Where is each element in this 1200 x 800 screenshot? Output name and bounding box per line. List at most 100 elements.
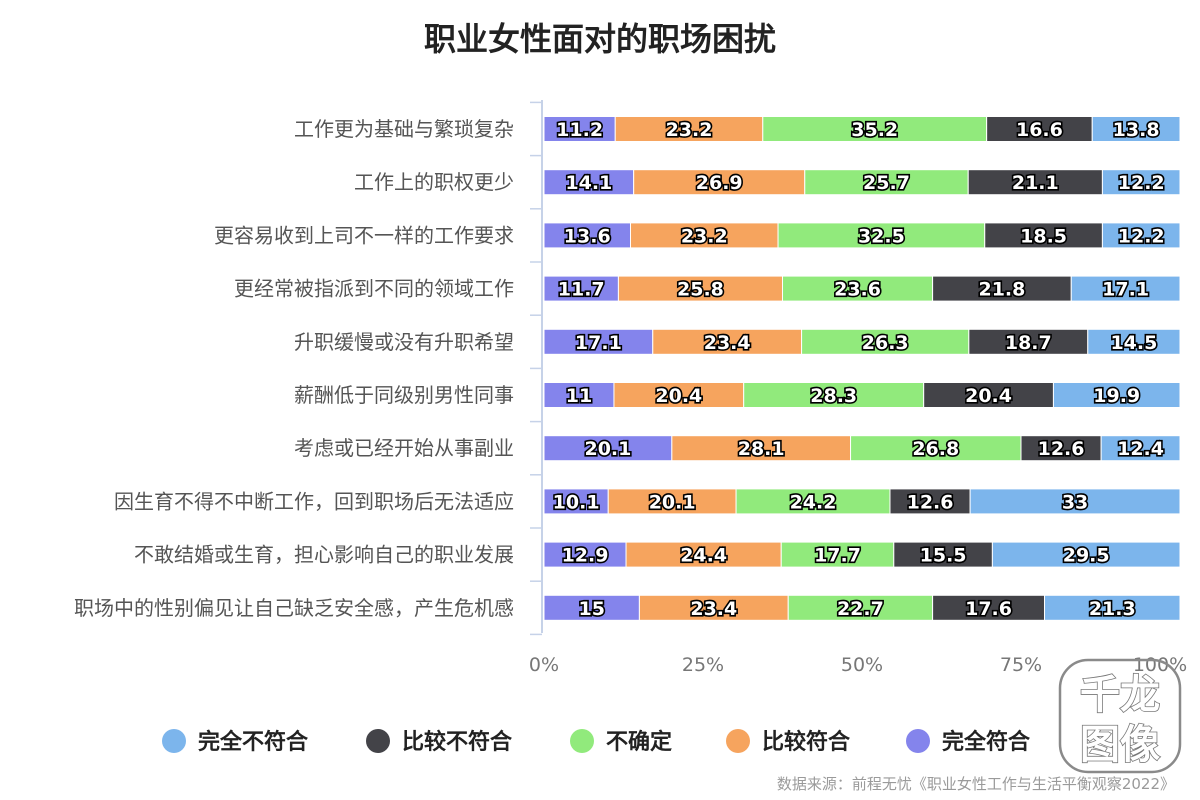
- data-label: 16.6: [1016, 119, 1063, 141]
- legend-marker: [906, 729, 930, 753]
- bars: [543, 116, 1181, 621]
- category-label: 考虑或已经开始从事副业: [294, 436, 514, 460]
- bar-segment: [984, 222, 1103, 249]
- data-label: 26.9: [696, 172, 743, 194]
- data-label: 15.5: [920, 545, 967, 567]
- x-tick-label: 75%: [1000, 654, 1042, 676]
- watermark-line1: 千龙: [1080, 672, 1160, 718]
- watermark-frame: [1058, 658, 1182, 774]
- bar-segment: [638, 594, 789, 621]
- data-label: 23.2: [666, 119, 713, 141]
- bar-segment: [986, 116, 1093, 142]
- x-axis-tick-labels: 0% 25% 50% 75% 100%: [529, 654, 1187, 676]
- watermark-logo: 千龙 图像: [1058, 658, 1182, 774]
- data-label: 23.4: [690, 598, 737, 620]
- data-label: 24.2: [790, 491, 837, 513]
- bar-segment: [801, 328, 970, 355]
- category-label: 职场中的性别偏见让自己缺乏安全感，产生危机感: [74, 596, 514, 620]
- bar-segment: [543, 594, 640, 621]
- bar-segment: [893, 541, 993, 568]
- legend-marker: [570, 729, 594, 753]
- category-label: 不敢结婚或生育，担心影响自己的职业发展: [134, 543, 514, 567]
- data-label: 29.5: [1063, 545, 1110, 567]
- data-label: 12.9: [562, 545, 609, 567]
- category-label: 更经常被指派到不同的领域工作: [234, 277, 514, 301]
- bar-segment: [1100, 435, 1181, 462]
- bar-segment: [782, 275, 934, 302]
- x-tick-label: 0%: [529, 654, 559, 676]
- bar-segment: [543, 275, 619, 302]
- value-labels: 11.2 23.2 35.2 16.6 13.8 14.1 26.9 25.7 21.1 12.2…: [551, 117, 1166, 621]
- x-tick-label: 50%: [841, 654, 883, 676]
- bar-segment: [735, 488, 891, 515]
- bar-segment: [543, 169, 635, 196]
- legend-label: 比较不符合: [402, 729, 513, 755]
- bar-segment: [1087, 328, 1181, 355]
- legend-marker: [366, 729, 390, 753]
- bar-segment: [543, 328, 654, 355]
- bar-segment: [932, 275, 1072, 302]
- data-label: 14.1: [565, 172, 612, 194]
- data-label: 25.7: [863, 172, 910, 194]
- bar-segment: [923, 382, 1054, 408]
- data-label: 23.4: [704, 332, 751, 354]
- data-label: 18.7: [1005, 332, 1052, 354]
- bar-segment: [780, 541, 895, 568]
- data-label: 20.4: [655, 385, 702, 407]
- x-tick-label: 25%: [682, 654, 724, 676]
- bar-segment: [614, 116, 764, 142]
- data-label: 21.1: [1012, 172, 1059, 194]
- data-label: 12.2: [1118, 172, 1165, 194]
- category-label: 工作更为基础与繁琐复杂: [294, 117, 514, 141]
- bar-segment: [543, 488, 609, 515]
- bar-segment: [652, 328, 803, 355]
- bar-segment: [625, 541, 782, 568]
- data-label: 20.1: [584, 438, 631, 460]
- legend-marker: [726, 729, 750, 753]
- category-label: 更容易收到上司不一样的工作要求: [214, 223, 514, 247]
- data-label: 13.8: [1113, 119, 1160, 141]
- bar-segment: [1052, 382, 1181, 408]
- watermark-line2: 图像: [1080, 722, 1160, 768]
- data-label: 28.1: [738, 438, 785, 460]
- data-label: 17.7: [814, 545, 861, 567]
- legend-label: 完全不符合: [198, 729, 309, 755]
- bar-segment: [1091, 116, 1181, 142]
- bar-segment: [1101, 222, 1181, 249]
- legend: 完全不符合 比较不符合 不确定 比较符合 完全符合: [162, 729, 1031, 755]
- bar-segment: [1020, 435, 1102, 462]
- data-label: 20.4: [965, 385, 1012, 407]
- category-label: 因生育不得不中断工作，回到职场后无法适应: [114, 489, 514, 513]
- legend-label: 比较符合: [762, 729, 851, 755]
- category-label: 薪酬低于同级别男性同事: [294, 383, 514, 407]
- bar-segment: [633, 169, 806, 196]
- data-label: 21.8: [978, 279, 1025, 301]
- data-label: 11: [566, 385, 592, 407]
- data-label: 12.4: [1117, 438, 1164, 460]
- data-label: 11.2: [556, 119, 603, 141]
- bar-segment: [1044, 594, 1181, 621]
- category-label: 升职缓慢或没有升职希望: [294, 330, 514, 354]
- data-label: 13.6: [564, 225, 611, 247]
- category-labels: 工作更为基础与繁琐复杂工作上的职权更少更容易收到上司不一样的工作要求更经常被指派…: [74, 117, 514, 620]
- data-label: 12.2: [1118, 225, 1165, 247]
- data-label: 26.3: [862, 332, 909, 354]
- bar-segment: [991, 541, 1181, 568]
- data-label: 24.4: [680, 545, 727, 567]
- data-label: 12.6: [907, 491, 954, 513]
- bar-segment: [1101, 169, 1181, 196]
- legend-label: 完全符合: [942, 729, 1031, 755]
- bar-segment: [613, 382, 745, 408]
- data-label: 12.6: [1038, 438, 1085, 460]
- data-label: 15: [578, 598, 604, 620]
- data-label: 10.1: [553, 491, 600, 513]
- data-label: 25.8: [677, 279, 724, 301]
- data-label: 23.2: [681, 225, 728, 247]
- data-label: 35.2: [851, 119, 898, 141]
- data-label: 26.8: [912, 438, 959, 460]
- legend-marker: [162, 729, 186, 753]
- data-label: 17.1: [575, 332, 622, 354]
- bar-segment: [543, 382, 615, 408]
- bar-segment: [607, 488, 737, 515]
